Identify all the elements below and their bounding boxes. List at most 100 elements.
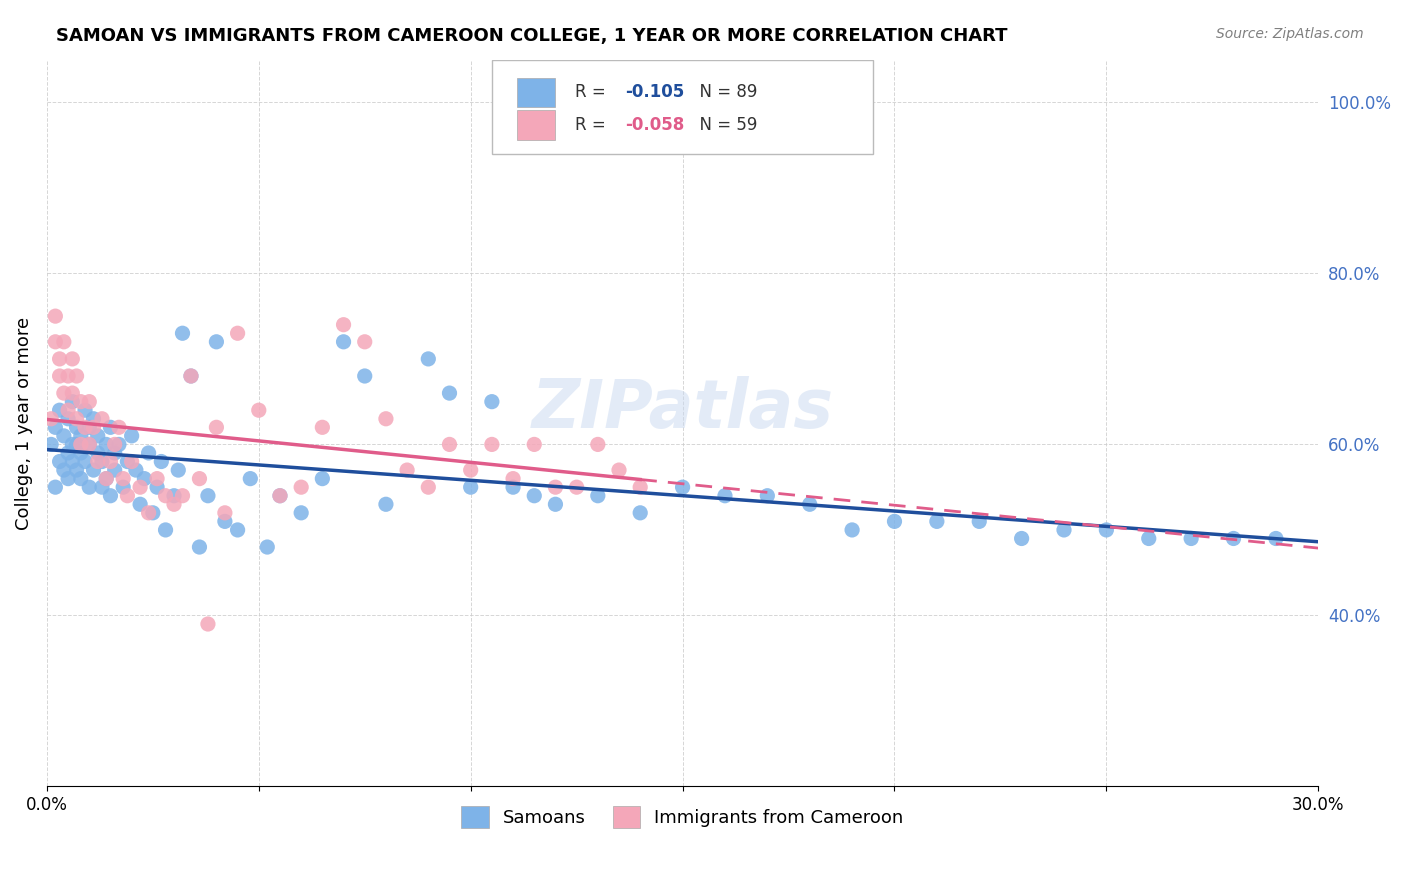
Text: R =: R =: [575, 83, 610, 102]
Point: [197, 617, 219, 632]
Point: [73, 403, 96, 417]
Point: [628, 480, 651, 494]
Point: [52, 334, 75, 349]
Point: [460, 480, 482, 494]
Point: [172, 326, 194, 341]
Point: [628, 506, 651, 520]
Point: [52, 386, 75, 401]
Point: [69, 446, 91, 460]
Point: [180, 369, 202, 384]
Point: [60, 394, 83, 409]
Point: [671, 480, 693, 494]
Point: [91, 480, 114, 494]
Point: [108, 420, 131, 434]
Point: [332, 318, 354, 332]
Point: [1011, 532, 1033, 546]
Point: [197, 489, 219, 503]
Point: [180, 369, 202, 384]
Point: [1053, 523, 1076, 537]
Point: [523, 489, 546, 503]
Point: [56, 369, 79, 384]
Point: [56, 446, 79, 460]
Point: [214, 515, 236, 529]
Point: [44, 309, 66, 323]
Point: [439, 386, 461, 401]
Point: [841, 523, 863, 537]
Text: R =: R =: [575, 116, 610, 134]
Point: [188, 472, 211, 486]
Point: [65, 411, 87, 425]
Point: [155, 523, 177, 537]
Point: [104, 437, 127, 451]
Point: [311, 420, 333, 434]
Point: [523, 437, 546, 451]
Point: [418, 351, 440, 366]
Point: [353, 334, 375, 349]
Text: N = 59: N = 59: [689, 116, 758, 134]
Point: [586, 489, 609, 503]
Point: [52, 429, 75, 443]
Point: [121, 454, 143, 468]
Point: [60, 437, 83, 451]
Point: [1137, 532, 1160, 546]
Point: [73, 420, 96, 434]
Point: [714, 489, 737, 503]
Point: [502, 472, 524, 486]
Bar: [517, 78, 555, 107]
Text: SAMOAN VS IMMIGRANTS FROM CAMEROON COLLEGE, 1 YEAR OR MORE CORRELATION CHART: SAMOAN VS IMMIGRANTS FROM CAMEROON COLLE…: [56, 27, 1008, 45]
Point: [65, 420, 87, 434]
Point: [56, 472, 79, 486]
Point: [460, 463, 482, 477]
FancyBboxPatch shape: [492, 60, 873, 154]
Point: [332, 334, 354, 349]
Point: [756, 489, 779, 503]
Point: [48, 403, 70, 417]
Point: [290, 480, 312, 494]
Point: [60, 454, 83, 468]
Point: [226, 326, 249, 341]
Point: [167, 463, 190, 477]
Point: [799, 497, 821, 511]
Point: [883, 515, 905, 529]
Text: Source: ZipAtlas.com: Source: ZipAtlas.com: [1216, 27, 1364, 41]
Point: [65, 369, 87, 384]
Point: [607, 463, 630, 477]
Point: [117, 454, 139, 468]
Point: [247, 403, 270, 417]
Point: [163, 497, 186, 511]
Point: [129, 497, 152, 511]
Point: [87, 446, 110, 460]
Point: [172, 489, 194, 503]
Point: [150, 454, 173, 468]
Point: [96, 472, 118, 486]
Point: [138, 506, 160, 520]
Point: [108, 437, 131, 451]
Point: [83, 411, 105, 425]
Point: [77, 394, 100, 409]
Point: [69, 429, 91, 443]
Bar: [517, 111, 555, 139]
Point: [56, 411, 79, 425]
Point: [60, 386, 83, 401]
Point: [121, 429, 143, 443]
Point: [418, 480, 440, 494]
Text: -0.105: -0.105: [626, 83, 685, 102]
Text: ZIPatlas: ZIPatlas: [531, 376, 834, 442]
Point: [481, 437, 503, 451]
Point: [83, 420, 105, 434]
Point: [69, 437, 91, 451]
Point: [374, 411, 396, 425]
Point: [100, 454, 122, 468]
Point: [1180, 532, 1202, 546]
Point: [48, 351, 70, 366]
Point: [100, 489, 122, 503]
Point: [396, 463, 419, 477]
Point: [439, 437, 461, 451]
Point: [48, 454, 70, 468]
Point: [112, 472, 135, 486]
Point: [69, 472, 91, 486]
Point: [100, 420, 122, 434]
Legend: Samoans, Immigrants from Cameroon: Samoans, Immigrants from Cameroon: [454, 799, 911, 836]
Point: [65, 437, 87, 451]
Y-axis label: College, 1 year or more: College, 1 year or more: [15, 317, 32, 530]
